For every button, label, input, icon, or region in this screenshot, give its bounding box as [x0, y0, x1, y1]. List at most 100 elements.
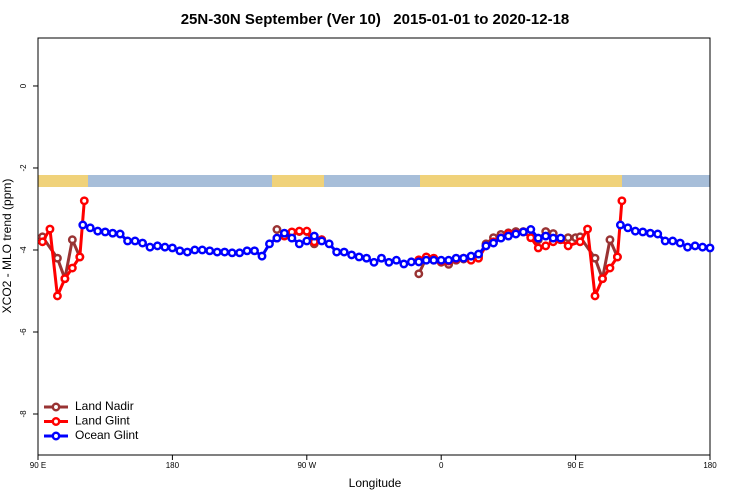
x-axis-label: Longitude: [349, 476, 402, 490]
data-point: [617, 196, 627, 206]
data-point: [583, 224, 592, 234]
data-point: [153, 241, 162, 251]
x-tick-label: 0: [439, 461, 444, 470]
data-point: [123, 236, 133, 246]
data-point: [369, 257, 379, 267]
data-point: [52, 291, 62, 301]
data-point: [138, 238, 147, 248]
legend-swatch-marker: [51, 402, 61, 412]
data-point: [590, 291, 600, 301]
data-point: [93, 226, 103, 236]
data-point: [279, 228, 289, 238]
data-point: [612, 252, 622, 262]
data-point: [548, 233, 558, 243]
data-point: [638, 227, 648, 237]
legend-label: Ocean Glint: [75, 428, 139, 442]
data-point: [130, 236, 140, 246]
data-point: [556, 233, 566, 243]
data-point: [294, 239, 304, 249]
data-point: [605, 235, 615, 245]
data-point: [526, 225, 536, 234]
data-point: [705, 243, 715, 253]
data-point: [541, 231, 551, 241]
data-point: [160, 242, 170, 252]
y-tick-label: -2: [19, 164, 28, 172]
data-point: [190, 245, 200, 255]
data-point: [526, 233, 536, 243]
data-point: [668, 236, 678, 246]
data-point: [436, 255, 446, 265]
data-point: [660, 236, 670, 246]
data-point: [324, 239, 334, 249]
data-point: [489, 238, 498, 248]
data-point: [339, 247, 349, 257]
data-point: [294, 226, 304, 236]
data-point: [272, 233, 282, 243]
data-point: [429, 255, 439, 265]
data-point: [212, 247, 222, 257]
data-point: [451, 253, 461, 263]
data-point: [605, 263, 615, 273]
data-point: [220, 247, 230, 257]
data-point: [414, 257, 424, 267]
data-point: [399, 259, 409, 269]
data-point: [197, 245, 207, 255]
data-point: [518, 227, 528, 237]
y-tick-label: -6: [19, 328, 28, 336]
data-point: [414, 269, 424, 279]
legend-item: Land Nadir: [44, 399, 134, 413]
land-ocean-strip: [38, 175, 710, 187]
data-point: [108, 228, 118, 238]
data-point: [75, 252, 85, 262]
data-point: [242, 246, 252, 256]
x-tick-label: 90 E: [567, 461, 583, 470]
data-point: [421, 255, 431, 265]
legend-item: Ocean Glint: [44, 428, 139, 442]
legend-swatch-marker: [51, 417, 61, 426]
data-point: [384, 257, 394, 267]
chart-title: 25N-30N September (Ver 10) 2015-01-01 to…: [181, 11, 570, 28]
data-point: [227, 248, 237, 258]
data-point: [205, 246, 215, 256]
x-tick-label: 180: [703, 461, 717, 470]
data-point: [67, 235, 77, 245]
data-point: [332, 247, 342, 257]
y-tick-label: 0: [19, 83, 28, 88]
data-point: [317, 236, 327, 246]
x-tick-label: 90 E: [30, 461, 46, 470]
data-point: [265, 239, 274, 249]
data-point: [85, 223, 95, 233]
data-point: [78, 220, 88, 230]
data-point: [533, 233, 543, 243]
data-point: [683, 242, 693, 252]
data-point: [459, 253, 469, 263]
data-point: [503, 231, 513, 241]
data-point: [563, 241, 573, 251]
data-point: [645, 228, 655, 238]
data-point: [302, 226, 312, 236]
data-point: [257, 251, 267, 261]
data-point: [52, 253, 62, 263]
data-point: [575, 237, 585, 247]
x-tick-label: 180: [166, 461, 180, 470]
data-point: [533, 243, 543, 253]
data-point: [590, 253, 600, 263]
legend-label: Land Glint: [75, 414, 130, 428]
data-point: [466, 251, 476, 261]
data-point: [302, 236, 312, 246]
y-tick-label: -4: [19, 246, 28, 254]
data-point: [250, 246, 259, 256]
data-point: [235, 248, 245, 258]
data-point: [563, 233, 573, 243]
legend-swatch-marker: [51, 431, 61, 441]
y-axis-label: XCO2 - MLO trend (ppm): [0, 179, 14, 314]
data-point: [45, 224, 55, 234]
data-point: [698, 242, 707, 252]
data-point: [391, 255, 401, 265]
data-point: [347, 250, 357, 260]
data-point: [309, 231, 319, 241]
data-point: [541, 241, 551, 251]
legend-item: Land Glint: [44, 414, 130, 428]
data-point: [377, 253, 386, 263]
